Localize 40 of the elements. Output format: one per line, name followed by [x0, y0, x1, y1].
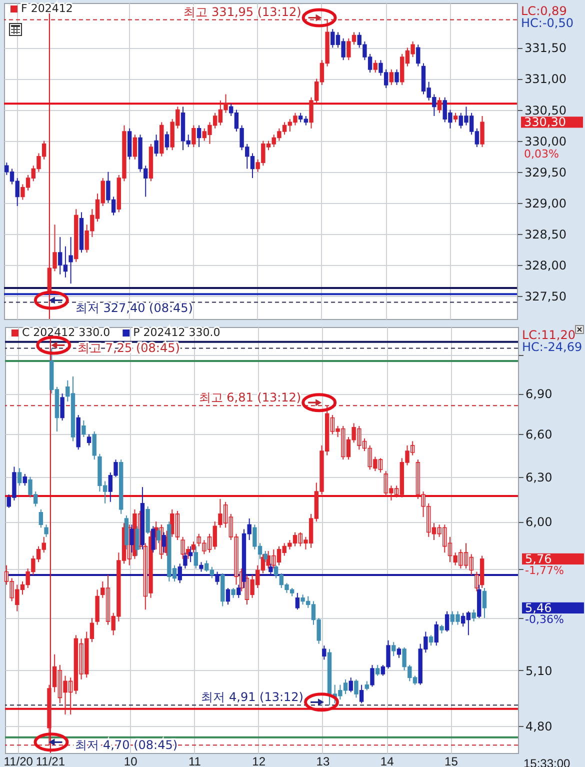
text: LC:0,89 — [521, 4, 567, 18]
y-tick-label: 328,00 — [524, 258, 566, 272]
text: 330,30 — [524, 115, 566, 130]
x-tick-label: 12 — [252, 754, 266, 767]
x-tick-label: 11/21 — [36, 754, 66, 767]
y-tick-label: 6,30 — [526, 470, 552, 484]
ref-line-label: 최저 4,91 (13:12) — [201, 690, 304, 704]
x-tick-label: 10 — [124, 754, 138, 767]
text: LC:11,20 — [522, 328, 576, 342]
x-tick-label: 15 — [444, 754, 458, 767]
y-tick-label: 329,50 — [524, 165, 566, 180]
y-tick-label: 5,10 — [526, 664, 552, 678]
y-tick-label: 4,80 — [526, 719, 552, 734]
y-tick-label: 328,50 — [524, 227, 566, 242]
text: -1,77% — [525, 564, 564, 577]
y-tick-label: 327,50 — [524, 290, 566, 304]
y-tick-label: 6,60 — [526, 428, 552, 442]
text: HC:-24,69 — [522, 340, 582, 354]
legend-label: P 202412 330.0 — [133, 326, 220, 339]
ref-line-label: 최고 7,25 (08:45) — [78, 341, 180, 356]
y-tick-label: 6,90 — [526, 387, 552, 402]
text: -0,36% — [525, 612, 564, 626]
x-tick-label: 14 — [380, 754, 394, 767]
x-tick-label: 11 — [188, 754, 202, 767]
text: 5,76 — [525, 552, 552, 566]
ref-line-label: 최저 4,70 (08:45) — [75, 738, 178, 752]
y-tick-label: 331,00 — [524, 72, 566, 86]
x-tick-label: 13 — [316, 754, 330, 767]
y-tick-label: 6,00 — [526, 515, 552, 530]
x-tick-label: 11/20 — [4, 754, 34, 767]
text: HC:-0,50 — [521, 16, 574, 30]
text: 0,03% — [524, 147, 559, 160]
y-tick-label: 330,50 — [524, 103, 566, 118]
y-tick-label: 330,00 — [524, 134, 566, 148]
y-tick-label: 331,50 — [524, 41, 566, 56]
ref-line-label: 최고 6,81 (13:12) — [198, 390, 302, 405]
ref-line-label: 최고 331,95 (13:12) — [184, 4, 302, 19]
ref-line-label: 최저 327,40 (08:45) — [75, 301, 193, 316]
text: 5,46 — [525, 600, 552, 615]
y-tick-label: 329,00 — [524, 196, 566, 210]
